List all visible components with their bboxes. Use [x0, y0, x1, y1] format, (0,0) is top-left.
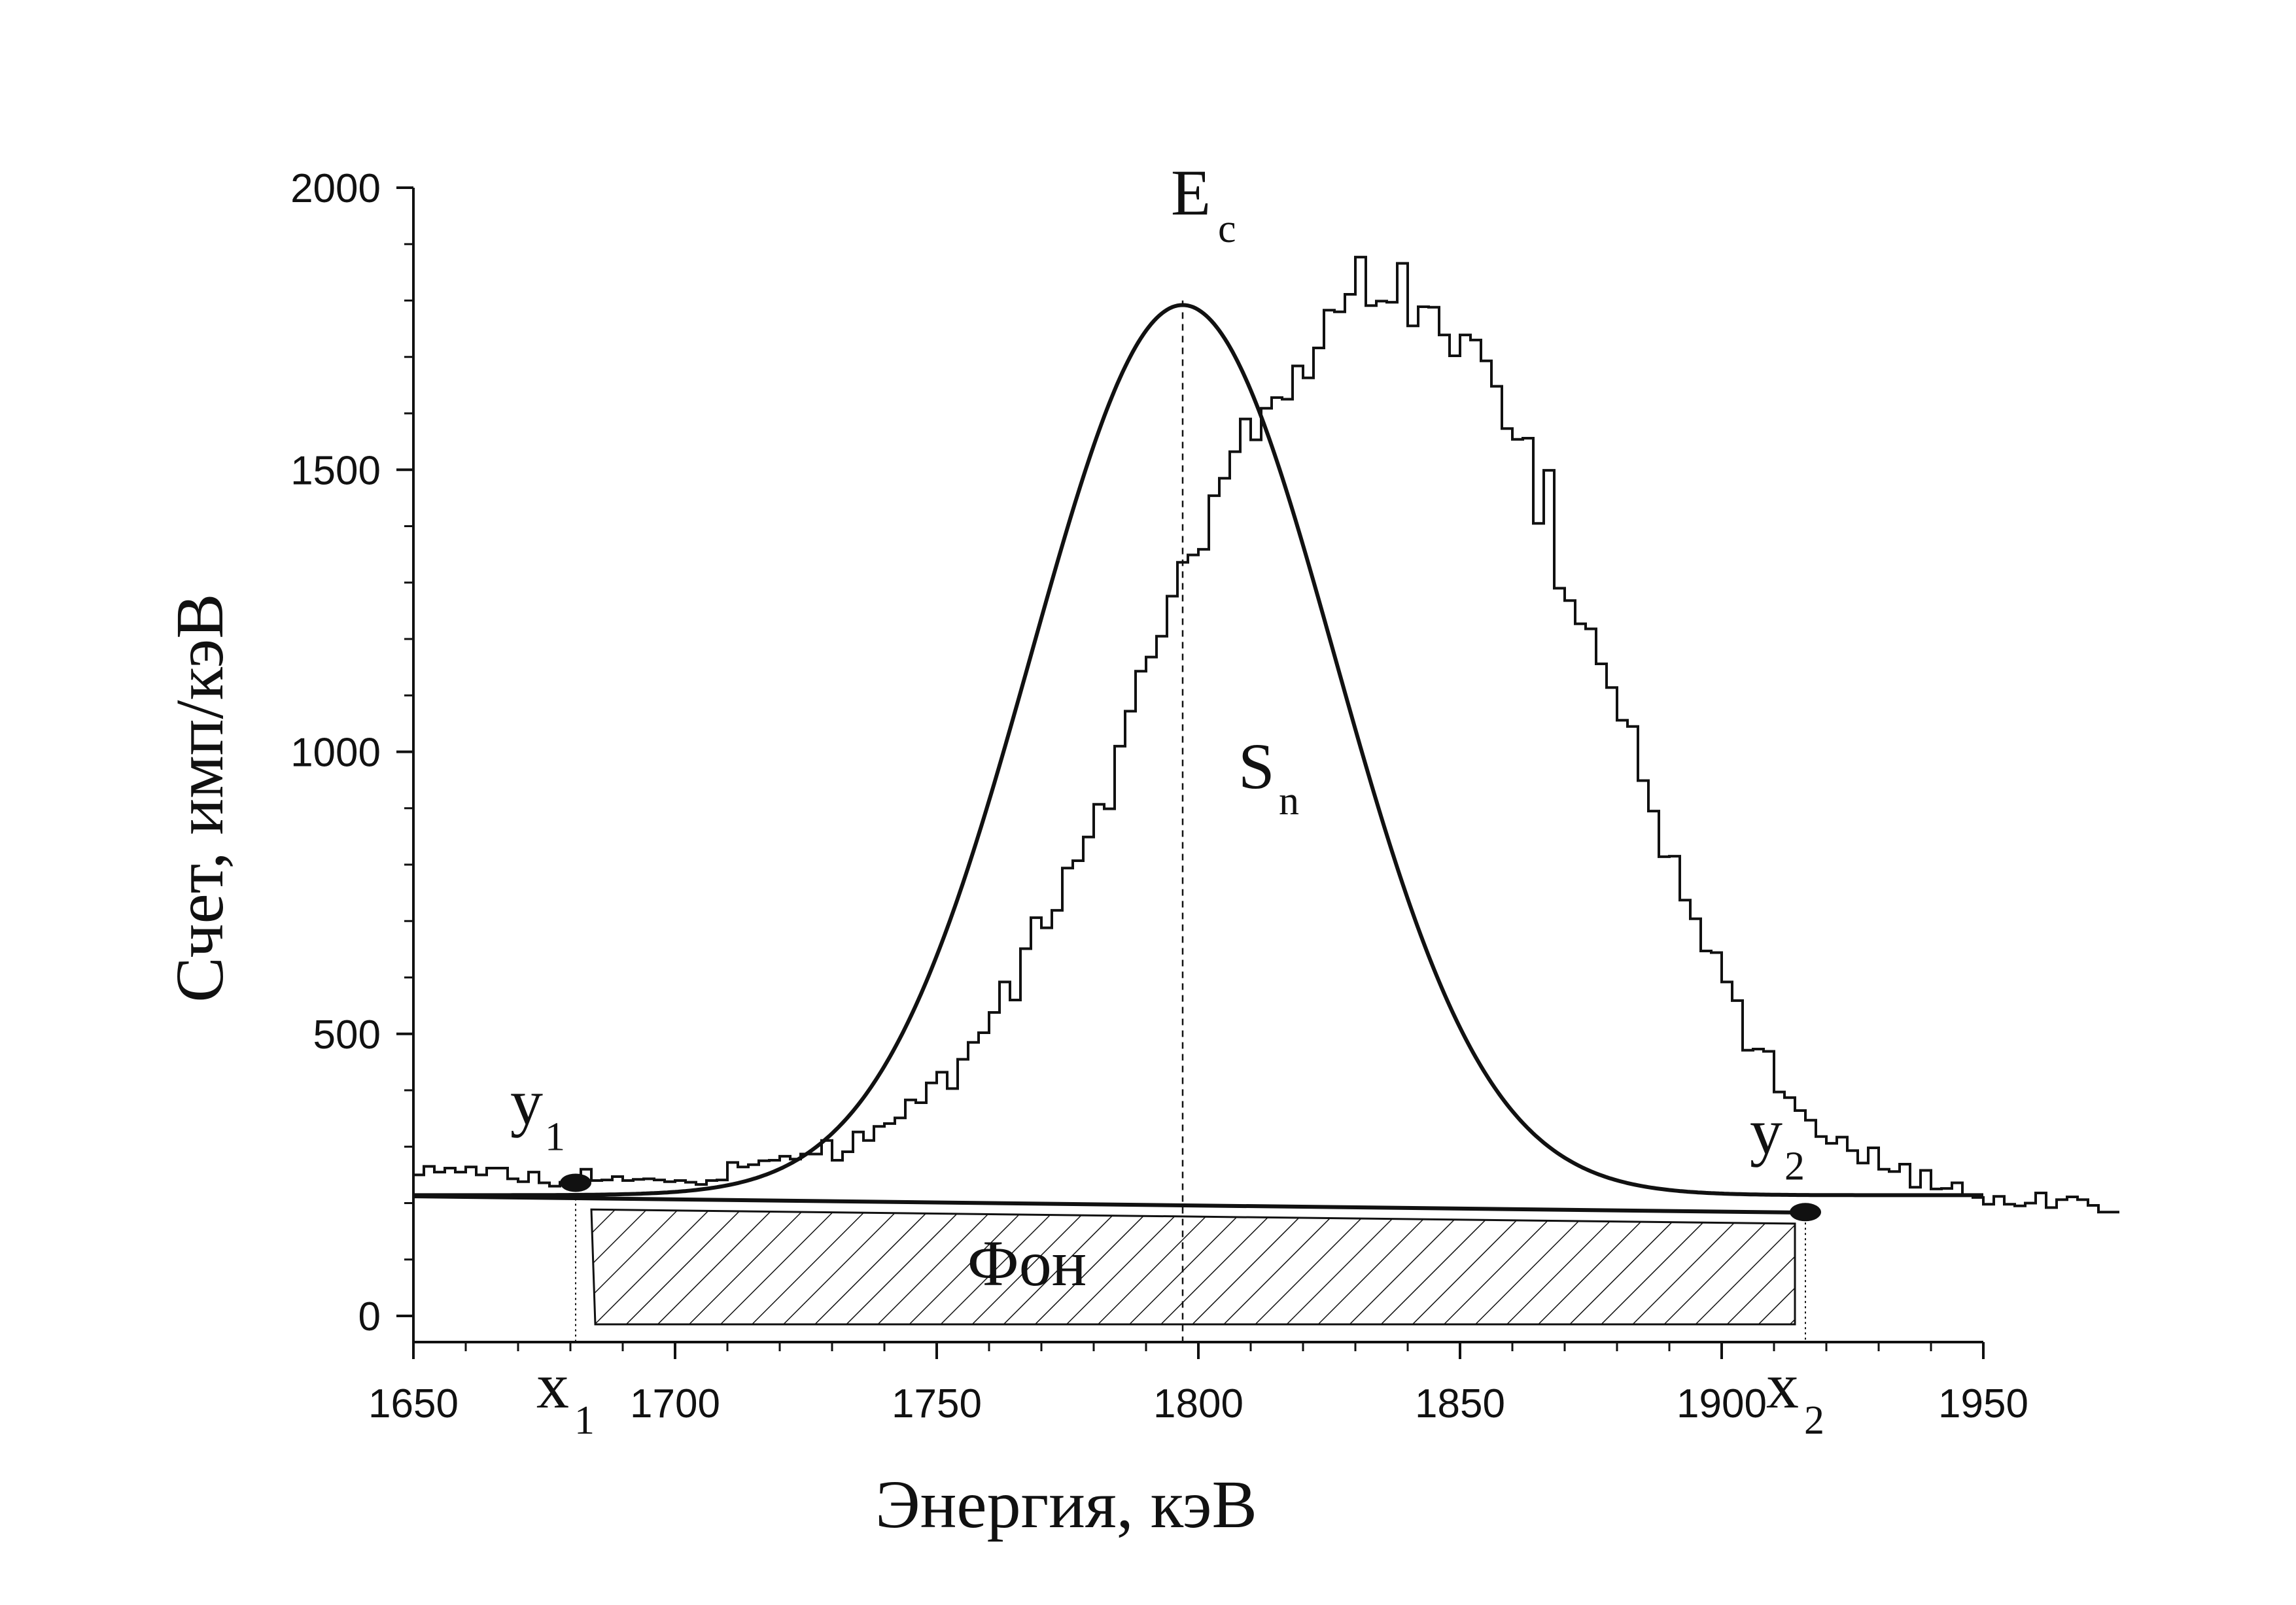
x-tick-label: 1700: [630, 1381, 720, 1426]
background-hatched-region: [590, 1208, 1796, 1326]
x-axis-title: Энергия, кэВ: [875, 1467, 1257, 1542]
axes-layer: 1650 1700 1750 1800 1850 1900 1950 0 500 1000 150…: [290, 166, 2028, 1426]
x-tick-label: 1950: [1938, 1381, 2028, 1426]
x-tick-label: 1800: [1153, 1381, 1244, 1426]
annotation-ec-main: E: [1171, 156, 1211, 229]
y-tick-label: 2000: [290, 166, 381, 211]
marker-y-sub: 1: [545, 1114, 565, 1159]
background-label: Фон: [967, 1227, 1087, 1300]
marker-point: [560, 1173, 591, 1192]
marker-x-label: x: [1766, 1349, 1799, 1422]
marker-x-sub: 1: [574, 1398, 595, 1443]
data-layer: [413, 256, 2119, 1215]
y-tick-label: 500: [313, 1012, 381, 1058]
background-region-layer: [575, 300, 1806, 1342]
annotation-sn-main: S: [1238, 730, 1275, 802]
marker-y-label: y: [1750, 1095, 1783, 1167]
annotation-ec: E c: [1171, 156, 1236, 251]
x-tick-label: 1650: [368, 1381, 459, 1426]
marker-y-label: y: [510, 1065, 543, 1138]
marker-x-sub: 2: [1804, 1398, 1824, 1443]
background-line: [413, 1194, 1811, 1215]
marker-y-sub: 2: [1784, 1144, 1805, 1188]
x-tick-label: 1850: [1415, 1381, 1505, 1426]
marker-point: [1790, 1203, 1821, 1222]
y-tick-label: 0: [358, 1294, 381, 1339]
marker-layer: y 1x 1y 2x 2: [510, 1065, 1824, 1443]
annotation-ec-sub: c: [1218, 207, 1236, 251]
y-axis-title: Счет, имп/кэВ: [162, 593, 237, 1002]
marker-x-label: x: [536, 1349, 569, 1422]
annotation-sn-sub: n: [1279, 779, 1299, 823]
x-tick-label: 1750: [892, 1381, 982, 1426]
annotation-sn: S n: [1238, 730, 1299, 823]
y-tick-label: 1500: [290, 448, 381, 493]
x-ticks: 1650 1700 1750 1800 1850 1900 1950: [368, 1342, 2028, 1426]
y-ticks: 0 500 1000 1500 2000: [290, 166, 413, 1339]
x-tick-label: 1900: [1677, 1381, 1767, 1426]
y-tick-label: 1000: [290, 731, 381, 776]
gaussian-fit-curve: [413, 303, 1983, 1198]
histogram-series: [413, 256, 2119, 1214]
